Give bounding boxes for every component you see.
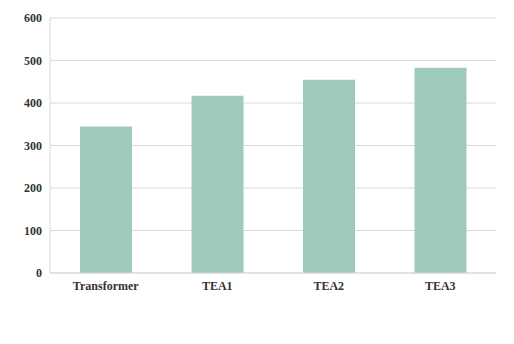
svg-text:0: 0 (36, 266, 42, 280)
svg-text:200: 200 (24, 181, 42, 195)
svg-text:400: 400 (24, 96, 42, 110)
svg-text:300: 300 (24, 139, 42, 153)
svg-text:Transformer: Transformer (73, 279, 139, 293)
svg-text:600: 600 (24, 11, 42, 25)
svg-text:500: 500 (24, 54, 42, 68)
svg-text:TEA3: TEA3 (425, 279, 456, 293)
svg-text:TEA1: TEA1 (202, 279, 233, 293)
svg-text:TEA2: TEA2 (313, 279, 344, 293)
svg-text:100: 100 (24, 224, 42, 238)
